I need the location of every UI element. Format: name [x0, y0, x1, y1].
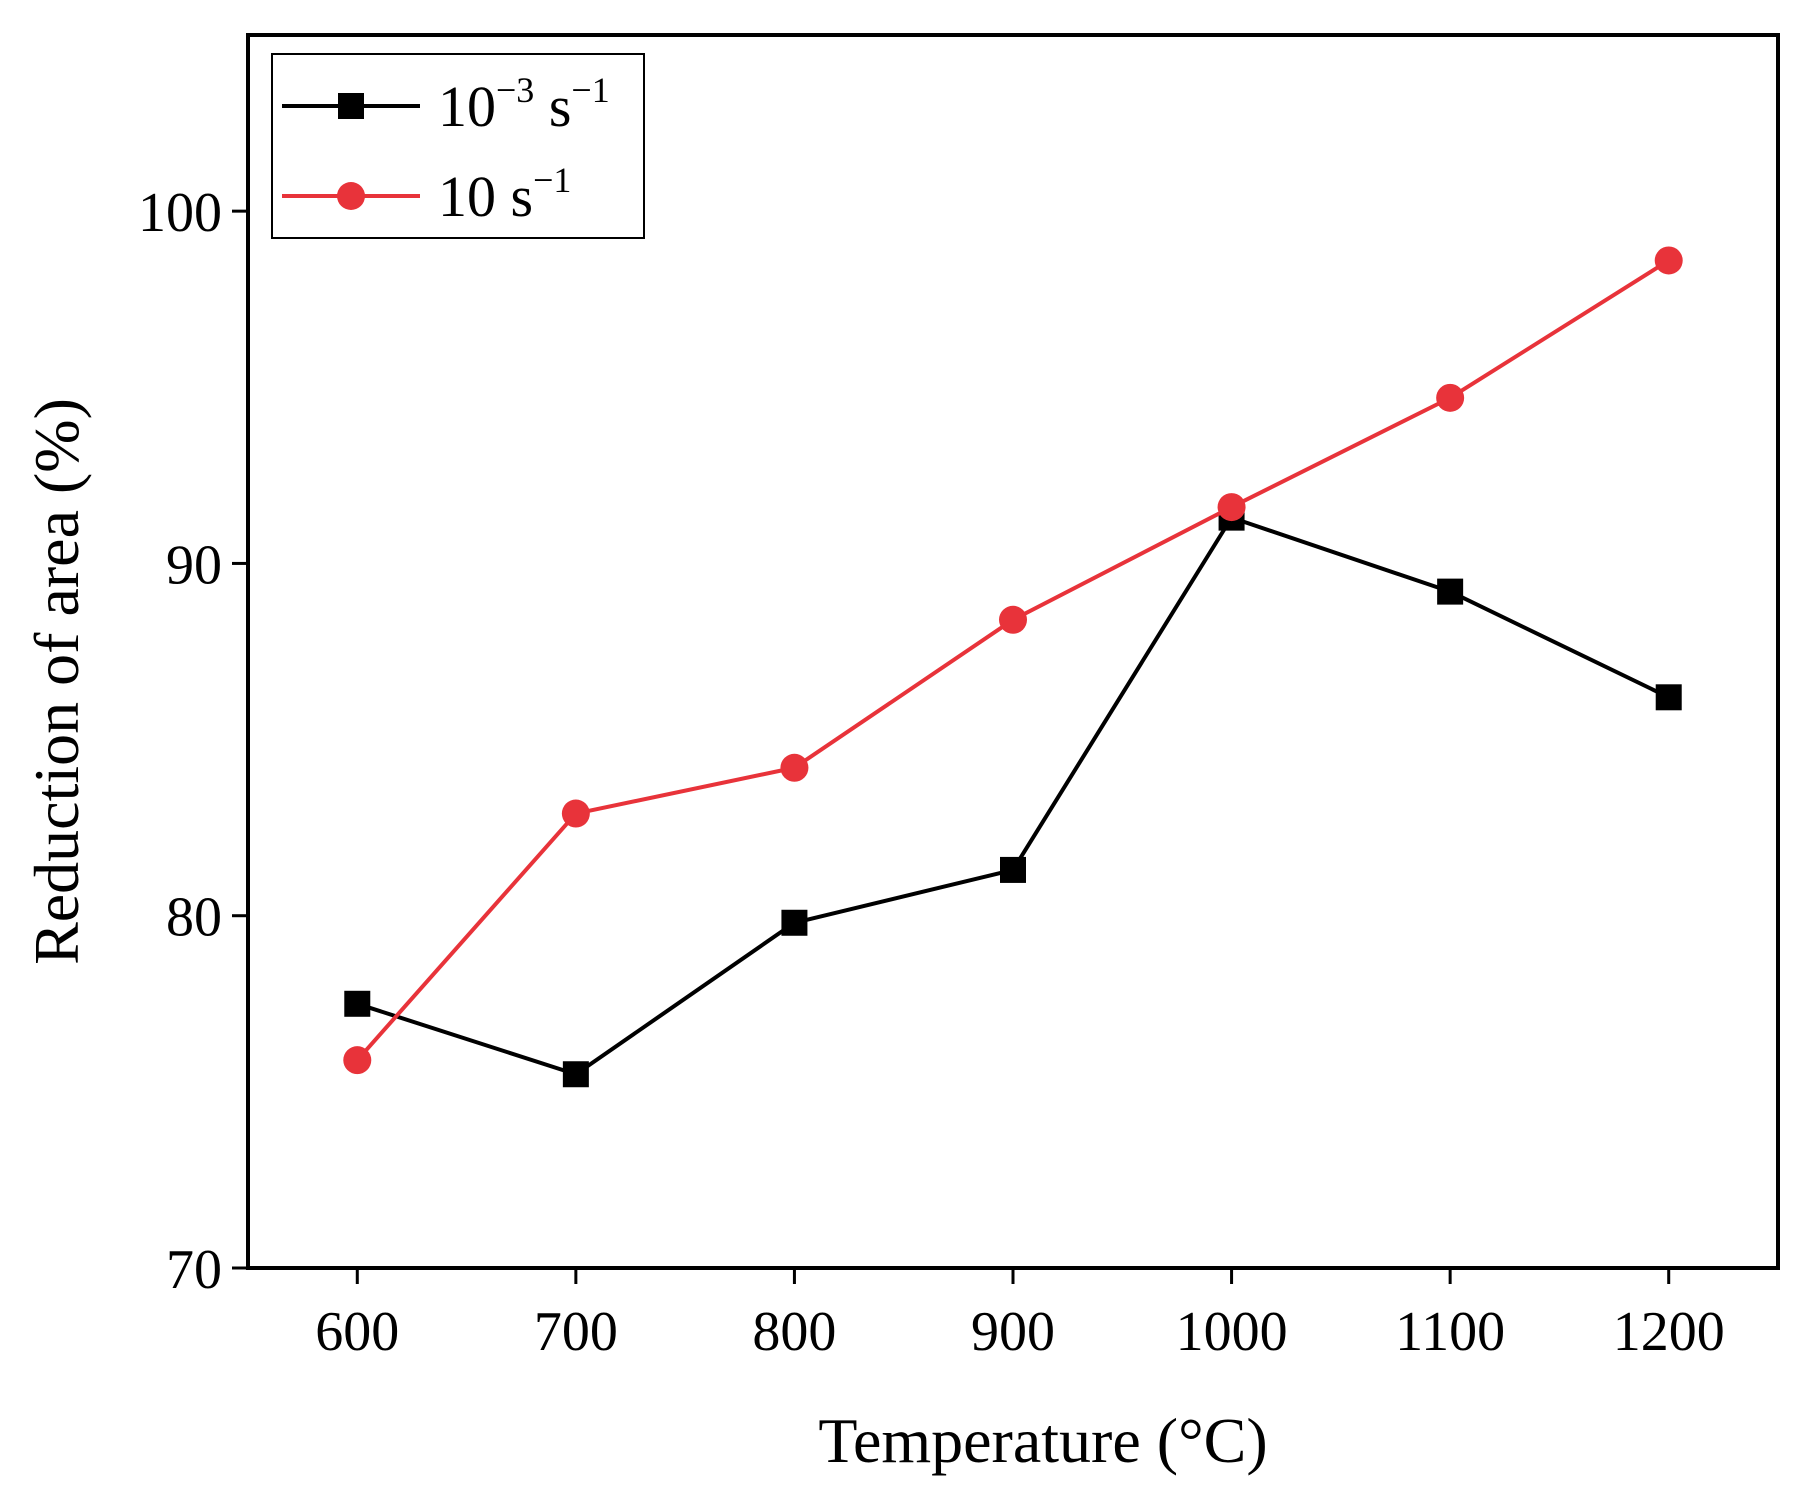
series-layer — [343, 246, 1683, 1088]
data-point — [999, 605, 1027, 634]
data-point — [562, 1061, 589, 1088]
legend-marker — [338, 93, 364, 119]
series-1 — [344, 504, 1682, 1088]
series-line — [355, 258, 1670, 1062]
legend-entry-2: 10 s−1 — [282, 160, 571, 229]
x-tick-label: 600 — [315, 1301, 399, 1363]
data-point — [344, 990, 371, 1017]
data-point — [1437, 578, 1464, 605]
x-axis-title: Temperature (°C) — [818, 1405, 1267, 1476]
data-point — [1655, 684, 1682, 711]
series-line — [356, 515, 1670, 1077]
y-tick-label: 90 — [166, 534, 222, 596]
legend: 10−3 s−1 10 s−1 — [271, 53, 645, 239]
legend-entries: 10−3 s−1 10 s−1 — [282, 70, 610, 229]
series-2 — [343, 246, 1683, 1075]
data-point — [1654, 246, 1683, 275]
x-tick-label: 1000 — [1176, 1301, 1288, 1363]
legend-box — [271, 53, 645, 239]
data-point — [343, 1046, 372, 1075]
data-point — [1000, 856, 1026, 883]
data-point — [780, 753, 809, 782]
x-tick-label: 1100 — [1395, 1301, 1505, 1363]
x-tick-label: 900 — [971, 1301, 1055, 1363]
y-tick-label: 70 — [166, 1239, 222, 1301]
x-tick-label: 1200 — [1613, 1301, 1725, 1363]
legend-marker — [337, 182, 365, 210]
y-tick-label: 100 — [138, 182, 222, 244]
y-axis-title: Reduction of area (%) — [21, 398, 92, 965]
x-tick-label: 800 — [752, 1301, 836, 1363]
y-tick-label: 80 — [166, 887, 222, 949]
data-point — [1217, 493, 1246, 522]
legend-entry-1: 10−3 s−1 — [282, 70, 610, 139]
data-point — [561, 799, 590, 828]
legend-label: 10 s−1 — [438, 160, 571, 229]
x-tick-label: 700 — [534, 1301, 618, 1363]
data-point — [1436, 383, 1465, 412]
data-point — [781, 909, 808, 936]
legend-label: 10−3 s−1 — [438, 70, 610, 139]
axis-ticks: 600 700 800 900 1000 1100 1200 70 80 90 100 — [138, 182, 1725, 1363]
